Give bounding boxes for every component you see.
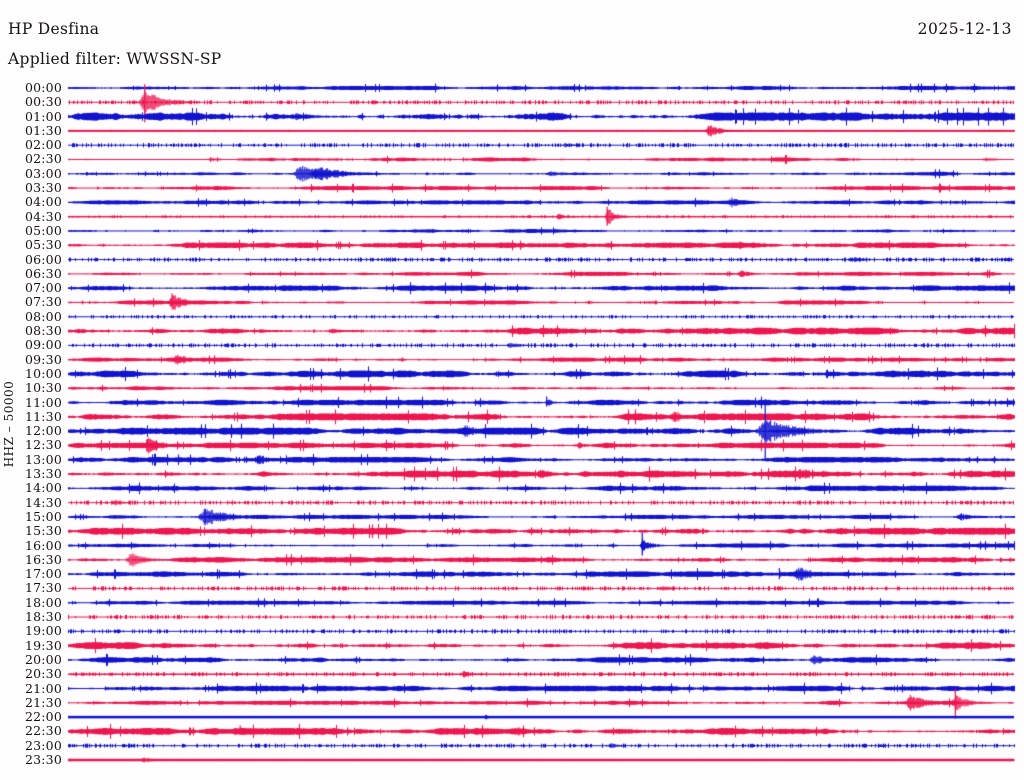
seismogram-trace-canvas [0,0,1024,780]
helicorder-screen: HP Desfina 2025-12-13 Applied filter: WW… [0,0,1024,780]
